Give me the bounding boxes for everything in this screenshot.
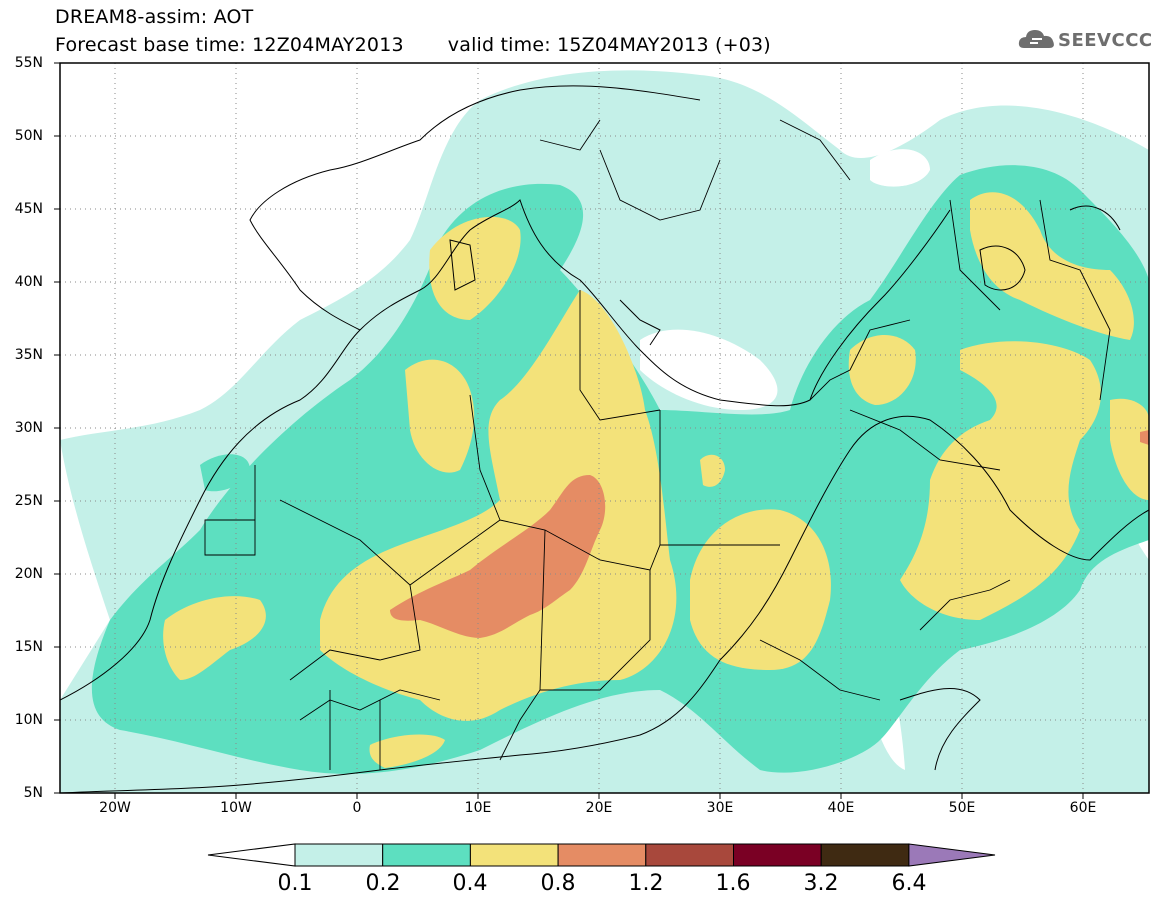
lat-label: 45N — [14, 201, 43, 217]
lon-label: 30E — [706, 800, 734, 816]
valid-time: valid time: 15Z04MAY2013 (+03) — [447, 34, 771, 56]
lat-label: 30N — [14, 420, 43, 436]
lon-label: 40E — [827, 800, 855, 816]
lon-label: 60E — [1069, 800, 1097, 816]
lat-label: 10N — [14, 712, 43, 728]
lat-label: 35N — [14, 347, 43, 363]
lat-label: 15N — [14, 639, 43, 655]
colorbar-label: 6.4 — [891, 871, 927, 896]
lon-label: 20E — [585, 800, 613, 816]
graticule — [60, 63, 1149, 793]
aot-field — [60, 70, 1149, 793]
aot-band-0.8 — [390, 475, 606, 638]
lat-label: 5N — [23, 785, 43, 801]
lat-label: 25N — [14, 493, 43, 509]
lon-label: 10E — [464, 800, 492, 816]
colorbar-swatch-1 — [294, 843, 384, 867]
colorbar-under — [207, 843, 296, 867]
lon-label: 50E — [948, 800, 976, 816]
colorbar-swatch-6 — [733, 843, 822, 867]
lon-label: 0 — [352, 800, 362, 816]
forecast-times: Forecast base time: 12Z04MAY2013 valid ti… — [55, 34, 771, 56]
lat-label: 20N — [14, 566, 43, 582]
colorbar-label: 3.2 — [803, 871, 839, 896]
colorbar-label: 0.2 — [365, 871, 401, 896]
colorbar-swatch-5 — [645, 843, 734, 867]
lat-label: 40N — [14, 274, 43, 290]
lon-label: 10W — [220, 800, 252, 816]
coastlines — [60, 85, 1149, 793]
colorbar — [207, 843, 996, 867]
borders — [204, 119, 1111, 770]
lat-label: 55N — [14, 55, 43, 71]
colorbar-label: 1.6 — [715, 871, 751, 896]
colorbar-swatch-4 — [557, 843, 647, 867]
colorbar-label: 1.2 — [628, 871, 664, 896]
base-time: Forecast base time: 12Z04MAY2013 — [55, 34, 404, 56]
colorbar-label: 0.8 — [540, 871, 576, 896]
colorbar-swatch-7 — [820, 843, 910, 867]
logo-text: SEEVCCC — [1058, 30, 1153, 51]
colorbar-swatch-3 — [469, 843, 559, 867]
seevccc-logo — [1018, 24, 1158, 56]
colorbar-swatch-2 — [382, 843, 471, 867]
lat-label: 50N — [14, 128, 43, 144]
colorbar-over — [908, 843, 996, 867]
colorbar-label: 0.4 — [452, 871, 488, 896]
map-title: DREAM8-assim: AOT — [55, 6, 254, 28]
colorbar-label: 0.1 — [277, 871, 313, 896]
lon-label: 20W — [99, 800, 131, 816]
axis-ticks — [54, 62, 1084, 799]
cloud-icon — [1018, 30, 1054, 48]
